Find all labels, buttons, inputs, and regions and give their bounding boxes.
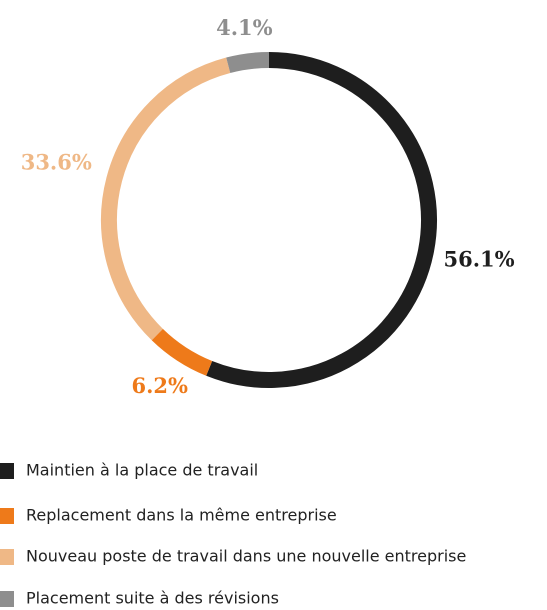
value-label: 33.6% xyxy=(21,149,92,174)
legend-swatch xyxy=(0,549,14,565)
legend-label: Nouveau poste de travail dans une nouvel… xyxy=(26,547,466,566)
donut-segment xyxy=(151,328,213,376)
value-label: 56.1% xyxy=(444,246,515,271)
value-label: 4.1% xyxy=(216,15,273,40)
legend-label: Maintien à la place de travail xyxy=(26,461,258,480)
donut-segment xyxy=(206,52,437,388)
donut-segment xyxy=(226,52,270,74)
legend-swatch xyxy=(0,463,14,479)
legend-label: Replacement dans la même entreprise xyxy=(26,506,337,525)
value-label: 6.2% xyxy=(131,373,188,398)
legend-swatch xyxy=(0,591,14,607)
legend-swatch xyxy=(0,508,14,524)
legend-label: Placement suite à des révisions xyxy=(26,589,279,608)
donut-segment xyxy=(101,57,231,341)
